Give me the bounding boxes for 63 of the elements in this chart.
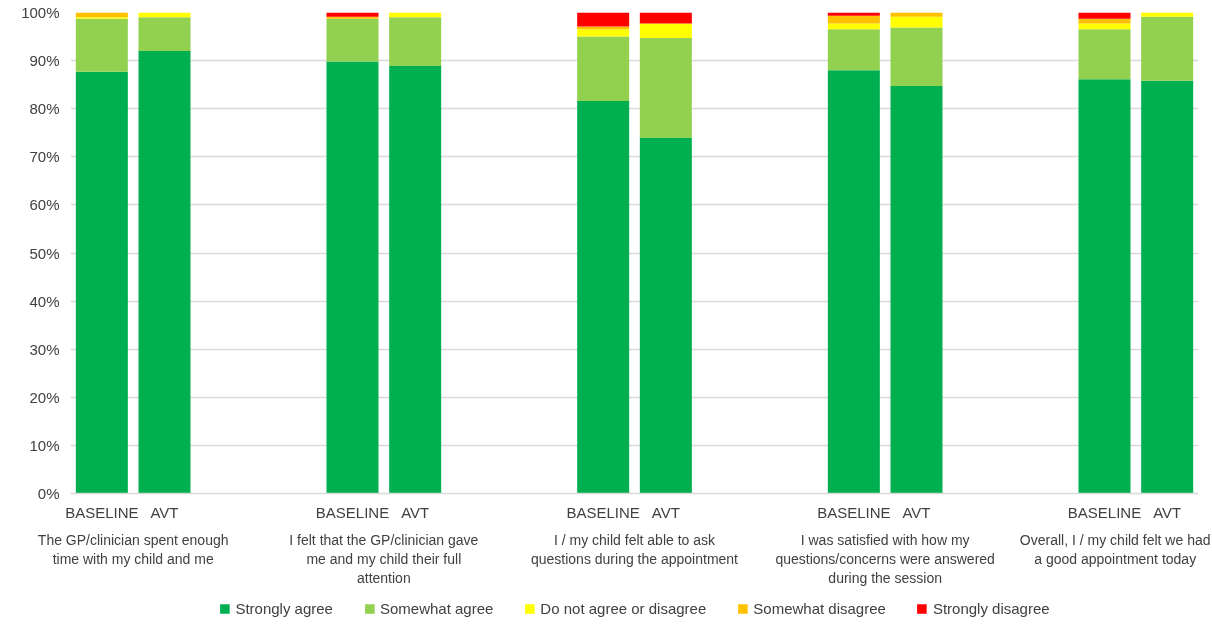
y-tick-label: 10% [29,436,60,454]
text: The GP/clinician spent enough time with my child and me [37,531,229,567]
bar [326,18,379,62]
legend-label: Somewhat disagree [753,599,886,617]
x-tick-label: AVT [1153,503,1182,521]
x-tick-label: BASELINE [817,503,891,521]
bar [1078,12,1131,19]
y-tick-label: 60% [29,196,60,214]
x-tick-label: BASELINE [315,503,390,521]
legend-label: Strongly disagree [932,599,1050,617]
y-tick-label: 70% [29,148,60,166]
x-tick-label: BASELINE [1067,503,1142,521]
bar [577,36,630,101]
bar [639,37,692,139]
y-tick-label: 50% [29,244,60,262]
bar [1141,80,1194,494]
bar [890,86,943,494]
text: I felt that the GP/clinician gave me and my child their full attention [289,531,479,586]
bar [389,17,442,66]
y-tick-label: 20% [29,388,60,406]
bar [827,29,880,71]
legend-label: Strongly agree [235,599,333,617]
bar [577,12,630,27]
y-tick-label: 100% [21,4,60,21]
bar [577,26,630,30]
bar [1141,16,1194,81]
bar [1078,29,1131,80]
y-tick-label: 80% [29,100,60,118]
bar [577,101,630,494]
bar [890,16,943,28]
text: I / my child felt able to ask questions during the appointment [530,531,739,567]
x-tick-label: AVT [902,503,931,521]
y-tick-label: 0% [37,485,60,502]
x-tick-label: BASELINE [566,503,640,521]
text: I was satisfied with how my questions/concerns were answered during the session [775,531,995,586]
bar [326,61,379,494]
x-tick-label: BASELINE [65,503,139,521]
bar [827,70,880,494]
bar [1141,12,1194,17]
bar [1078,18,1131,24]
bar [75,71,128,494]
bar [75,18,128,72]
bar [326,12,379,17]
x-tick-label: AVT [150,503,179,521]
y-tick-label: 30% [29,340,60,358]
legend-label: Somewhat agree [379,599,494,617]
x-tick-label: AVT [401,503,430,521]
bar [138,17,191,51]
x-tick-label: AVT [651,503,680,521]
bar [639,12,692,24]
bar [639,138,692,494]
bar [890,27,943,87]
bar [389,65,442,494]
bar [890,12,943,17]
bar [639,23,692,38]
bar [827,15,880,24]
text: Overall, I / my child felt we had a good appointment today [1019,531,1211,567]
y-tick-label: 40% [29,292,60,310]
bar [1078,79,1131,494]
bar [577,29,630,37]
legend-label: Do not agree or disagree [540,599,707,617]
y-tick-label: 90% [29,52,60,70]
bar [138,50,191,494]
